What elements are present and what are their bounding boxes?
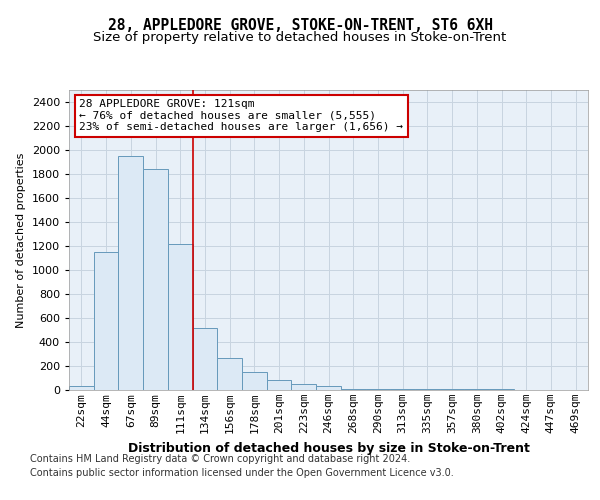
Text: 28 APPLEDORE GROVE: 121sqm
← 76% of detached houses are smaller (5,555)
23% of s: 28 APPLEDORE GROVE: 121sqm ← 76% of deta…	[79, 99, 403, 132]
Bar	[242, 372, 267, 390]
X-axis label: Distribution of detached houses by size in Stoke-on-Trent: Distribution of detached houses by size …	[128, 442, 529, 454]
Bar	[365, 389, 390, 390]
Y-axis label: Number of detached properties: Number of detached properties	[16, 152, 26, 328]
Text: 28, APPLEDORE GROVE, STOKE-ON-TRENT, ST6 6XH: 28, APPLEDORE GROVE, STOKE-ON-TRENT, ST6…	[107, 18, 493, 32]
Bar	[341, 389, 365, 390]
Text: Contains HM Land Registry data © Crown copyright and database right 2024.: Contains HM Land Registry data © Crown c…	[30, 454, 410, 464]
Bar	[267, 380, 292, 390]
Bar	[94, 252, 118, 390]
Text: Contains public sector information licensed under the Open Government Licence v3: Contains public sector information licen…	[30, 468, 454, 478]
Bar	[217, 358, 242, 390]
Bar	[292, 384, 316, 390]
Bar	[193, 328, 217, 390]
Bar	[69, 386, 94, 390]
Bar	[316, 386, 341, 390]
Text: Size of property relative to detached houses in Stoke-on-Trent: Size of property relative to detached ho…	[94, 31, 506, 44]
Bar	[168, 244, 193, 390]
Bar	[118, 156, 143, 390]
Bar	[143, 169, 168, 390]
